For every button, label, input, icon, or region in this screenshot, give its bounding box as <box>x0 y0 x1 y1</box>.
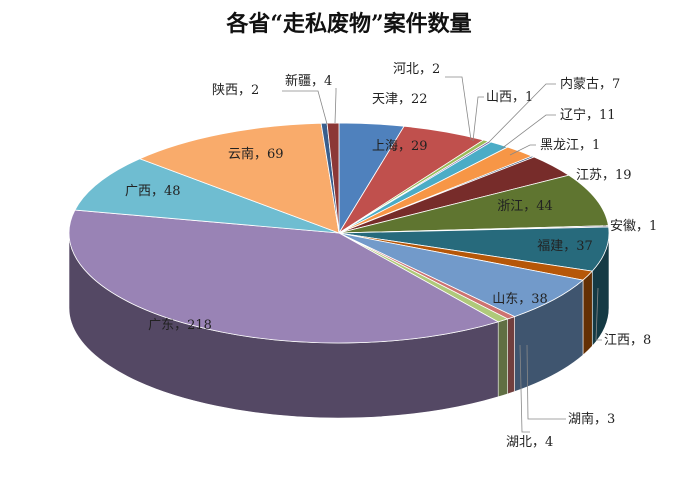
slice-5-leader-line <box>488 83 556 143</box>
slice-11-wedge[interactable] <box>338 226 610 272</box>
slice-15-label: 湖北，4 <box>506 435 553 450</box>
slice-4-label: 山西，1 <box>486 90 533 105</box>
slice-9-wedge[interactable] <box>338 174 609 234</box>
slice-5-label: 内蒙古，7 <box>560 76 620 92</box>
slice-20-label: 新疆，4 <box>285 73 332 89</box>
slice-6-leader-line <box>500 114 556 150</box>
chart-title: 各省“走私废物”案件数量 <box>226 11 472 37</box>
slice-7-label: 黑龙江，1 <box>540 138 600 153</box>
slice-2-label: 上海，29 <box>372 139 428 154</box>
slice-16-wedge[interactable] <box>68 209 500 344</box>
slice-12-leader-line <box>595 287 602 341</box>
slice-7-leader-line <box>509 144 536 156</box>
slice-17-label: 广西，48 <box>125 184 181 199</box>
slice-3-label: 河北，2 <box>393 62 440 77</box>
slice-18-label: 云南，69 <box>228 146 284 162</box>
slice-16-label: 广东，218 <box>148 318 212 333</box>
slice-19-label: 陕西，2 <box>212 83 259 98</box>
slice-17-wedge[interactable] <box>74 158 340 234</box>
slice-4-leader-line <box>472 96 484 142</box>
slice-3-leader-line <box>445 76 472 141</box>
slice-9-label: 浙江，44 <box>497 199 553 214</box>
slice-12-label: 江西，8 <box>604 333 651 348</box>
slice-1-label: 天津，22 <box>372 92 428 107</box>
slice-18-wedge[interactable] <box>138 122 340 234</box>
slice-14-side <box>507 316 515 395</box>
slice-6-label: 辽宁，11 <box>560 107 616 123</box>
slice-11-label: 福建，37 <box>537 239 593 254</box>
slice-14-leader-line <box>526 344 566 420</box>
slice-15-leader-line <box>519 344 530 433</box>
slice-10-label: 安徽，1 <box>610 219 657 234</box>
slice-14-label: 湖南，3 <box>568 411 615 427</box>
slice-8-label: 江苏，19 <box>576 167 632 183</box>
slice-19-leader-line <box>282 90 328 125</box>
slice-15-side <box>497 318 508 398</box>
slice-12-side <box>582 270 593 356</box>
slice-20-leader-line <box>334 88 337 124</box>
slice-13-wedge[interactable] <box>338 232 584 317</box>
slice-13-label: 山东，38 <box>492 292 548 307</box>
